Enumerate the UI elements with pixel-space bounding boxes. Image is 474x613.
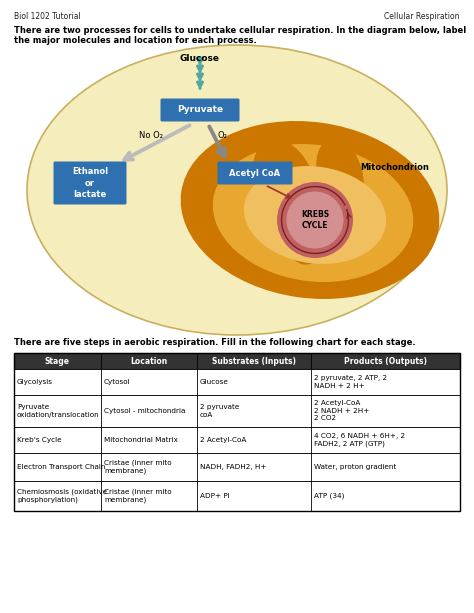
Bar (14, 427, 460, 453)
Text: KREBS
CYCLE: KREBS CYCLE (301, 210, 329, 230)
Text: Pyruvate
oxidation/translocation: Pyruvate oxidation/translocation (17, 404, 100, 417)
Text: ATP (34): ATP (34) (314, 493, 344, 499)
Ellipse shape (284, 185, 336, 265)
Text: Cristae (inner mito
membrane): Cristae (inner mito membrane) (104, 489, 172, 503)
Bar (14, 353, 460, 511)
Text: Glucose: Glucose (180, 54, 220, 63)
Text: Glycolysis: Glycolysis (17, 379, 53, 385)
Text: 2 Acetyl-CoA: 2 Acetyl-CoA (200, 437, 246, 443)
Bar (14, 453, 460, 481)
Text: Cristae (inner mito
membrane): Cristae (inner mito membrane) (104, 460, 172, 474)
Text: Acetyl CoA: Acetyl CoA (229, 169, 281, 178)
Circle shape (277, 182, 353, 258)
Text: the major molecules and location for each process.: the major molecules and location for eac… (14, 36, 257, 45)
Ellipse shape (213, 144, 413, 282)
Text: 4 CO2, 6 NADH + 6H+, 2
FADH2, 2 ATP (GTP): 4 CO2, 6 NADH + 6H+, 2 FADH2, 2 ATP (GTP… (314, 433, 405, 447)
Text: Water, proton gradient: Water, proton gradient (314, 464, 396, 470)
Ellipse shape (27, 45, 447, 335)
Circle shape (286, 191, 344, 248)
Text: 2 pyruvate
coA: 2 pyruvate coA (200, 404, 239, 417)
Bar (14, 481, 460, 511)
Text: Biol 1202 Tutorial: Biol 1202 Tutorial (14, 12, 81, 21)
Text: Cytosol - mitochondria: Cytosol - mitochondria (104, 408, 185, 414)
Text: NADH, FADH2, H+: NADH, FADH2, H+ (200, 464, 266, 470)
Text: No O₂: No O₂ (139, 132, 163, 140)
Ellipse shape (181, 121, 439, 299)
Text: There are five steps in aerobic respiration. Fill in the following chart for eac: There are five steps in aerobic respirat… (14, 338, 416, 347)
FancyBboxPatch shape (218, 161, 292, 185)
Text: There are two processes for cells to undertake cellular respiration. In the diag: There are two processes for cells to und… (14, 26, 466, 35)
Text: 2 pyruvate, 2 ATP, 2
NADH + 2 H+: 2 pyruvate, 2 ATP, 2 NADH + 2 H+ (314, 375, 387, 389)
Bar (14, 369, 460, 395)
Ellipse shape (253, 139, 318, 231)
Text: Cytosol: Cytosol (104, 379, 131, 385)
Text: Chemiosmosis (oxidative
phosphorylation): Chemiosmosis (oxidative phosphorylation) (17, 489, 107, 503)
Text: Mitochondrial Matrix: Mitochondrial Matrix (104, 437, 178, 443)
Text: ADP+ Pi: ADP+ Pi (200, 493, 229, 499)
Text: Ethanol
or
lactate: Ethanol or lactate (72, 167, 108, 199)
Text: Cellular Respiration: Cellular Respiration (384, 12, 460, 21)
Text: Products (Outputs): Products (Outputs) (344, 357, 427, 365)
Bar (14, 353, 460, 369)
FancyBboxPatch shape (161, 99, 239, 121)
Text: Electron Transport Chain: Electron Transport Chain (17, 464, 105, 470)
Text: Kreb's Cycle: Kreb's Cycle (17, 437, 62, 443)
Text: O₂: O₂ (218, 132, 228, 140)
FancyBboxPatch shape (54, 161, 127, 205)
Text: Substrates (Inputs): Substrates (Inputs) (212, 357, 296, 365)
Text: Stage: Stage (45, 357, 70, 365)
Ellipse shape (316, 139, 364, 211)
Text: Glucose: Glucose (200, 379, 229, 385)
Text: Location: Location (130, 357, 167, 365)
Text: 2 Acetyl-CoA
2 NADH + 2H+
2 CO2: 2 Acetyl-CoA 2 NADH + 2H+ 2 CO2 (314, 400, 369, 422)
Text: Mitochondrion: Mitochondrion (361, 164, 429, 172)
Bar (14, 395, 460, 427)
Text: Pyruvate: Pyruvate (177, 105, 223, 115)
Ellipse shape (244, 166, 386, 264)
